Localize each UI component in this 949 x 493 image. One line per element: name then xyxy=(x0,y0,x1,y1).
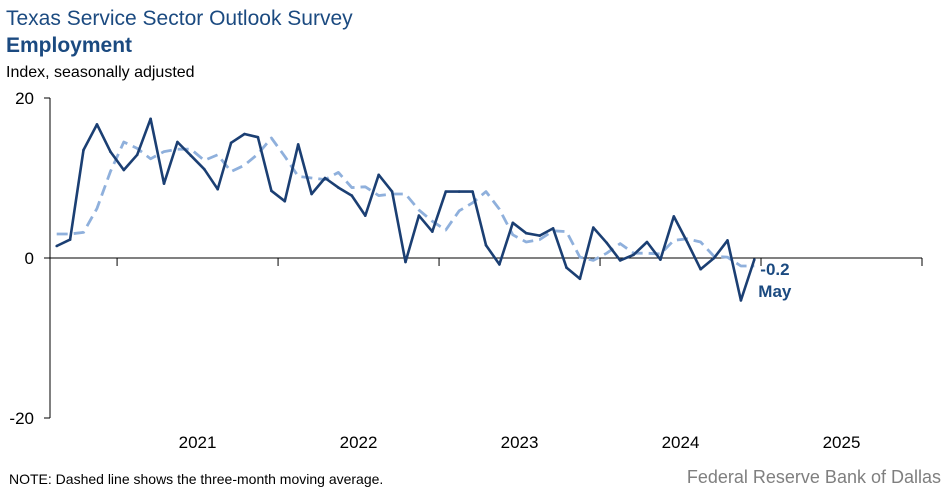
data-point xyxy=(296,143,300,146)
data-point xyxy=(484,243,488,247)
data-point xyxy=(162,182,166,185)
chart-title: Texas Service Sector Outlook Survey xyxy=(6,7,353,30)
data-point xyxy=(229,141,233,145)
x-tick-label: 2025 xyxy=(823,433,861,452)
data-point xyxy=(498,263,501,266)
x-tick-label: 2022 xyxy=(340,433,378,452)
data-point xyxy=(270,189,273,193)
data-point xyxy=(109,150,112,153)
data-point xyxy=(471,190,474,193)
data-point xyxy=(216,187,219,191)
data-point xyxy=(176,140,179,144)
data-point xyxy=(551,227,555,230)
data-point xyxy=(726,239,729,242)
data-point xyxy=(712,256,716,260)
x-tick-label: 2024 xyxy=(662,433,700,452)
data-point xyxy=(404,260,407,264)
last-month-label: May xyxy=(758,282,792,301)
data-point xyxy=(685,240,689,244)
data-point xyxy=(511,221,515,225)
data-point xyxy=(363,214,367,217)
data-point xyxy=(457,190,461,193)
data-point xyxy=(645,240,649,244)
data-point xyxy=(95,123,99,126)
data-point xyxy=(538,234,541,237)
data-point xyxy=(444,190,448,193)
y-axis-label: Index, seasonally adjusted xyxy=(6,64,195,81)
data-point xyxy=(135,153,139,157)
data-point xyxy=(431,230,434,233)
moving-average-line xyxy=(56,136,755,268)
data-point xyxy=(659,258,662,261)
data-point xyxy=(323,176,327,180)
x-tick-label: 2023 xyxy=(501,433,539,452)
tick-labels: 20 0 -20 2021 2022 2023 2024 2025 xyxy=(9,89,860,452)
data-point xyxy=(672,215,676,218)
footnote: NOTE: Dashed line shows the three-month … xyxy=(9,471,384,487)
data-point xyxy=(578,277,582,281)
data-point xyxy=(350,194,354,197)
data-point xyxy=(243,132,246,136)
data-point xyxy=(524,231,528,235)
data-point xyxy=(283,199,287,203)
data-point xyxy=(82,148,85,152)
y-tick-label: -20 xyxy=(9,409,34,428)
data-point xyxy=(605,241,609,245)
source-label: Federal Reserve Bank of Dallas xyxy=(686,467,941,487)
employment-index-line xyxy=(56,117,756,302)
data-point xyxy=(310,192,313,196)
data-point xyxy=(256,135,260,139)
data-point xyxy=(68,238,72,241)
data-point xyxy=(618,259,622,262)
tick-marks xyxy=(44,97,923,419)
data-point xyxy=(149,117,152,121)
data-point xyxy=(390,190,394,193)
y-tick-label: 0 xyxy=(25,249,34,268)
data-point xyxy=(565,266,568,269)
data-point xyxy=(189,154,193,157)
data-point xyxy=(592,226,595,229)
data-point xyxy=(377,173,380,177)
data-point xyxy=(739,299,743,302)
data-point xyxy=(337,186,340,189)
data-point xyxy=(632,253,635,257)
data-points xyxy=(55,117,756,302)
data-point xyxy=(417,214,421,217)
x-tick-label: 2021 xyxy=(179,433,217,452)
chart-subtitle: Employment xyxy=(6,34,133,57)
data-point xyxy=(753,258,756,261)
data-point xyxy=(699,267,702,271)
data-point xyxy=(202,167,206,171)
data-point xyxy=(55,244,59,248)
y-tick-label: 20 xyxy=(15,89,34,108)
data-point xyxy=(122,168,126,172)
last-value-label: -0.2 xyxy=(760,260,789,279)
